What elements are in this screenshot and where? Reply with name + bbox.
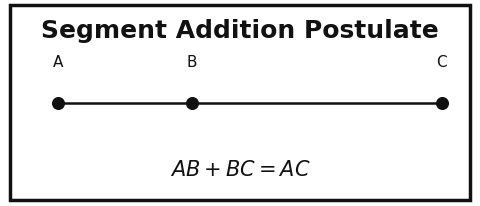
Text: Segment Addition Postulate: Segment Addition Postulate <box>41 19 439 42</box>
Text: C: C <box>436 55 447 70</box>
Text: A: A <box>52 55 63 70</box>
Text: $\mathit{AB} + \mathit{BC} = \mathit{AC}$: $\mathit{AB} + \mathit{BC} = \mathit{AC}… <box>170 159 310 179</box>
Point <box>54 101 61 105</box>
Point <box>438 101 445 105</box>
Point <box>188 101 196 105</box>
Text: B: B <box>187 55 197 70</box>
